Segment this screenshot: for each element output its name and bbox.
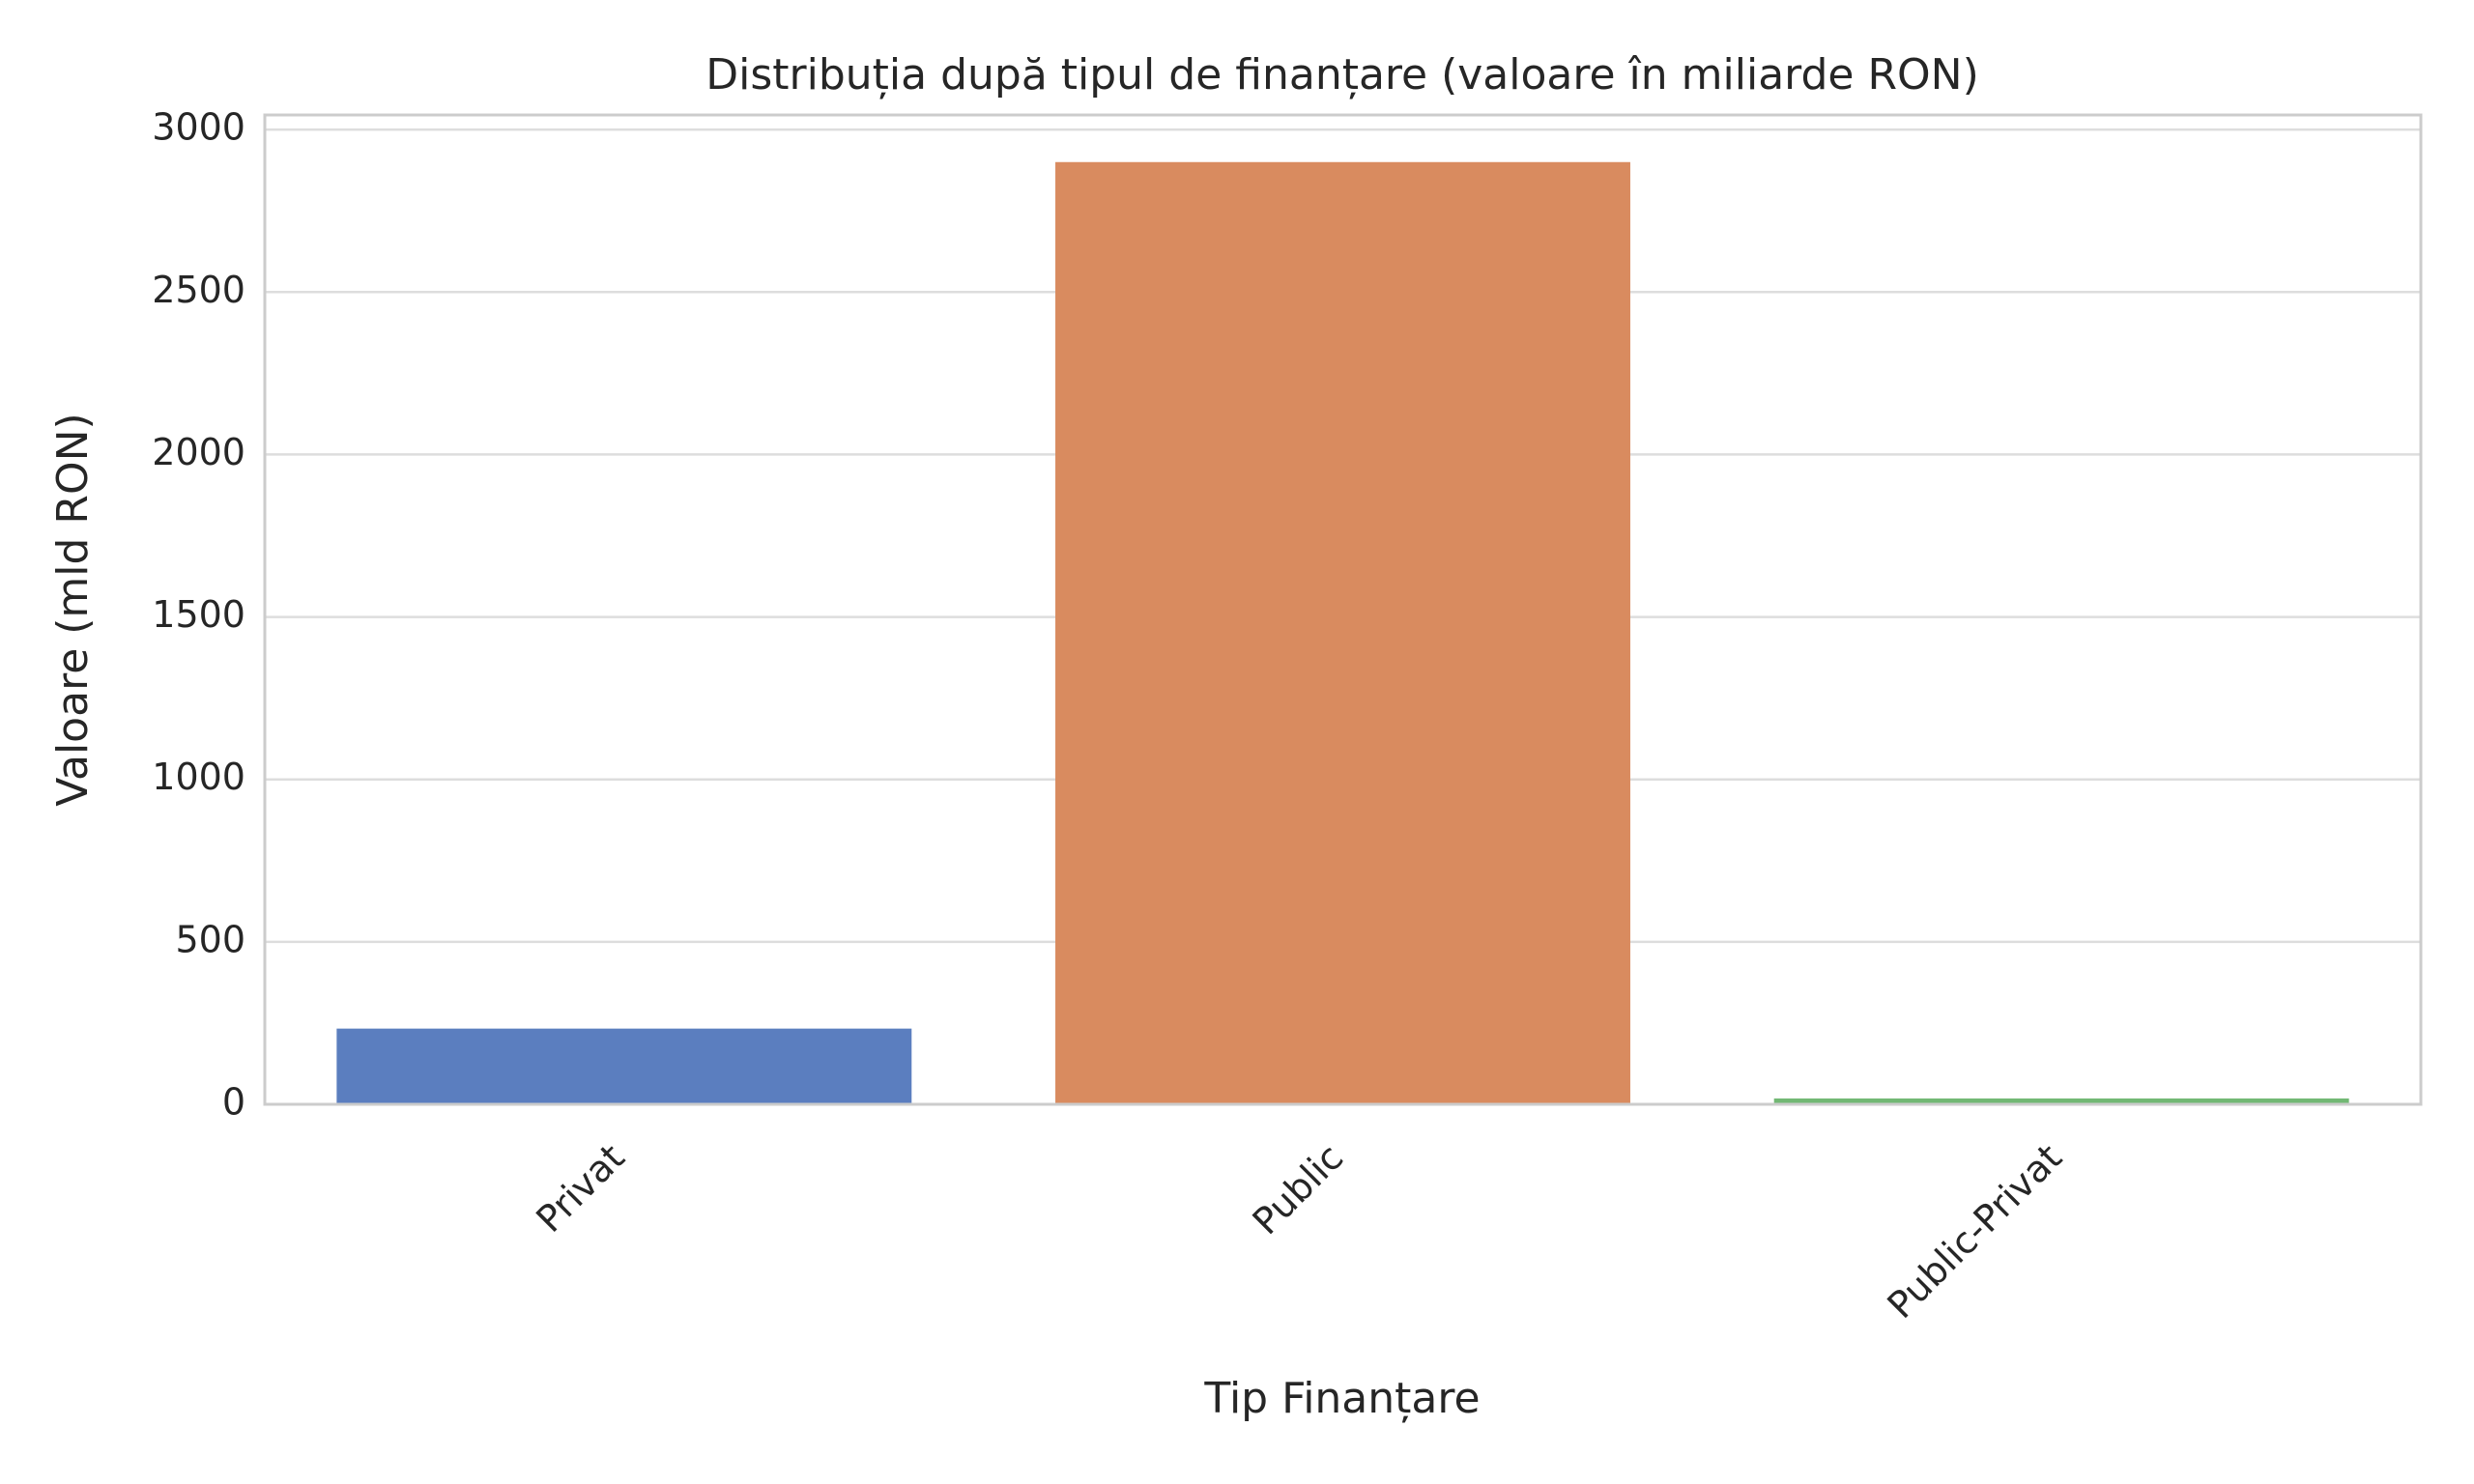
x-tick-label: Public <box>1245 1136 1352 1243</box>
y-axis-label: Valoare (mld RON) <box>48 413 98 806</box>
y-tick-label: 1500 <box>152 593 245 636</box>
y-tick-label: 0 <box>222 1081 245 1124</box>
y-tick-label: 3000 <box>152 106 245 149</box>
x-tick-label: Privat <box>528 1136 632 1241</box>
plot-frame <box>263 113 2423 1106</box>
chart-title: Distribuția după tipul de finanțare (val… <box>705 50 1979 100</box>
y-tick-label: 500 <box>175 918 245 960</box>
y-tick-label: 2500 <box>152 269 245 311</box>
y-tick-label: 2000 <box>152 431 245 473</box>
bar <box>336 1028 912 1104</box>
bar <box>1055 161 1630 1104</box>
bar <box>1773 1098 2349 1104</box>
x-tick-label: Public-Privat <box>1879 1136 2069 1327</box>
y-tick-label: 1000 <box>152 756 245 798</box>
x-axis-label: Tip Finanțare <box>1203 1374 1480 1423</box>
